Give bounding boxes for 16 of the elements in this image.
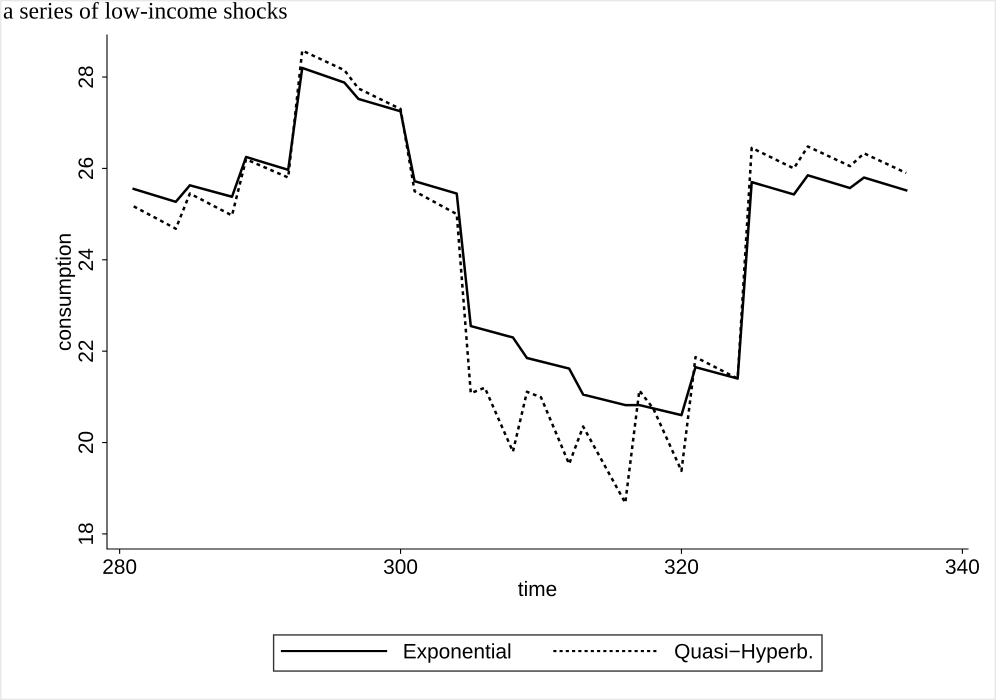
y-axis-title: consumption (56, 234, 76, 350)
chart-title: a series of low-income shocks (4, 2, 287, 19)
y-tick-label: 28 (78, 66, 94, 88)
y-tick-label: 22 (78, 340, 93, 362)
legend-label: Exponential (404, 643, 510, 663)
legend-label: Quasi−Hyperb. (675, 643, 812, 663)
x-tick-label: 320 (664, 559, 698, 574)
y-tick-label: 26 (78, 158, 94, 179)
x-axis-title: time (518, 580, 556, 596)
x-tick-label: 300 (384, 559, 418, 574)
x-tick-label: 340 (946, 559, 979, 574)
y-tick-label: 18 (78, 523, 94, 544)
y-tick-label: 20 (78, 432, 94, 454)
x-tick-label: 280 (103, 559, 136, 574)
line-series (132, 49, 908, 504)
y-tick-label: 24 (78, 248, 93, 270)
